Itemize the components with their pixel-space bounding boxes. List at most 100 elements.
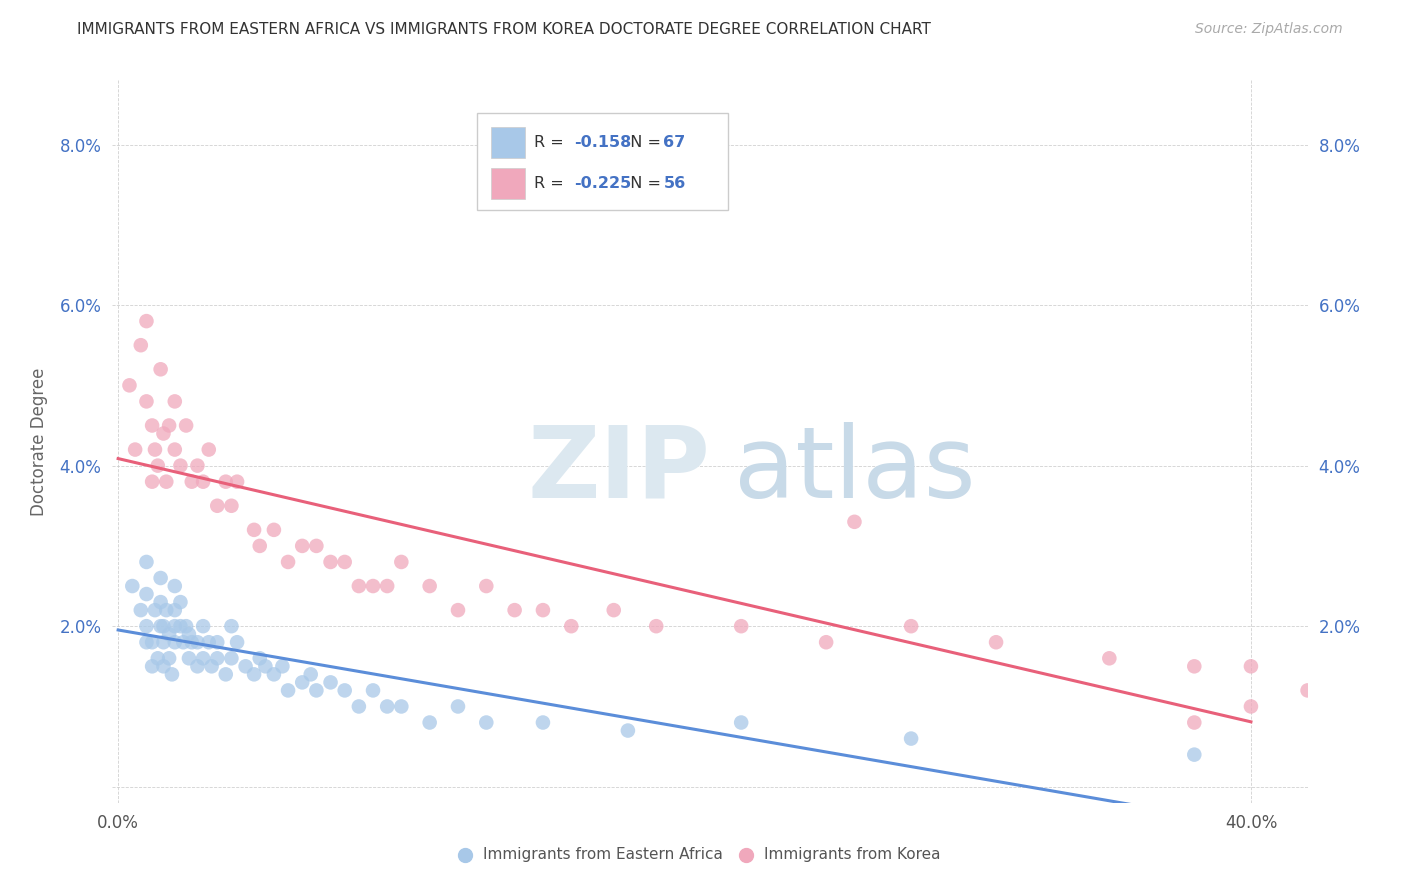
- Point: [1182, 659, 1205, 673]
- Point: [186, 659, 208, 673]
- Point: [226, 635, 249, 649]
- Point: [157, 651, 180, 665]
- Point: [215, 475, 238, 489]
- Point: [389, 555, 412, 569]
- Point: [361, 683, 384, 698]
- Point: [730, 715, 752, 730]
- Point: [475, 715, 498, 730]
- Point: [347, 579, 370, 593]
- Point: [1182, 715, 1205, 730]
- Point: [263, 523, 285, 537]
- Point: [1182, 747, 1205, 762]
- Point: [844, 515, 866, 529]
- Point: [389, 699, 412, 714]
- Point: [155, 603, 177, 617]
- Point: [305, 539, 328, 553]
- Point: [163, 442, 186, 457]
- Point: [191, 475, 214, 489]
- Point: [180, 635, 202, 649]
- Point: [531, 603, 554, 617]
- Point: [191, 651, 214, 665]
- Point: [157, 418, 180, 433]
- Point: [129, 603, 152, 617]
- Point: [361, 579, 384, 593]
- Point: [249, 539, 271, 553]
- Text: -0.225: -0.225: [574, 176, 631, 191]
- Point: [143, 603, 166, 617]
- Point: [447, 699, 470, 714]
- Point: [149, 571, 172, 585]
- Point: [174, 619, 197, 633]
- Point: [121, 579, 143, 593]
- Point: [419, 579, 441, 593]
- Point: [152, 426, 174, 441]
- Point: [221, 499, 243, 513]
- FancyBboxPatch shape: [477, 112, 728, 211]
- Point: [291, 675, 314, 690]
- Point: [984, 635, 1007, 649]
- Point: [135, 619, 157, 633]
- Point: [447, 603, 470, 617]
- Point: [730, 619, 752, 633]
- Point: [174, 418, 197, 433]
- Point: [815, 635, 838, 649]
- Point: [152, 619, 174, 633]
- Point: [118, 378, 141, 392]
- Point: [141, 635, 163, 649]
- Text: N =: N =: [620, 135, 666, 150]
- Point: [277, 683, 299, 698]
- Point: [169, 458, 191, 473]
- Point: [146, 651, 169, 665]
- Point: [197, 635, 219, 649]
- Point: [207, 635, 229, 649]
- Point: [163, 579, 186, 593]
- Point: [249, 651, 271, 665]
- Text: Source: ZipAtlas.com: Source: ZipAtlas.com: [1195, 22, 1343, 37]
- Point: [197, 442, 219, 457]
- Point: [560, 619, 582, 633]
- Point: [157, 627, 180, 641]
- Point: [177, 627, 200, 641]
- Point: [1098, 651, 1121, 665]
- Text: 67: 67: [664, 135, 686, 150]
- Point: [149, 619, 172, 633]
- Point: [243, 667, 266, 681]
- Point: [207, 651, 229, 665]
- Point: [531, 715, 554, 730]
- Point: [135, 587, 157, 601]
- Point: [603, 603, 626, 617]
- Text: R =: R =: [534, 135, 569, 150]
- Point: [221, 619, 243, 633]
- Point: [319, 675, 342, 690]
- Point: [155, 475, 177, 489]
- Point: [254, 659, 277, 673]
- Point: [169, 595, 191, 609]
- Point: [135, 555, 157, 569]
- Text: atlas: atlas: [734, 422, 976, 519]
- Point: [243, 523, 266, 537]
- Text: IMMIGRANTS FROM EASTERN AFRICA VS IMMIGRANTS FROM KOREA DOCTORATE DEGREE CORRELA: IMMIGRANTS FROM EASTERN AFRICA VS IMMIGR…: [77, 22, 931, 37]
- Point: [375, 579, 398, 593]
- Text: R =: R =: [534, 176, 569, 191]
- Point: [305, 683, 328, 698]
- Point: [135, 635, 157, 649]
- Point: [160, 667, 183, 681]
- Point: [347, 699, 370, 714]
- Point: [163, 603, 186, 617]
- Point: [299, 667, 322, 681]
- Point: [152, 635, 174, 649]
- Point: [172, 635, 194, 649]
- Point: [146, 458, 169, 473]
- Text: -0.158: -0.158: [574, 135, 631, 150]
- Point: [163, 619, 186, 633]
- Point: [645, 619, 668, 633]
- Point: [207, 499, 229, 513]
- Point: [191, 619, 214, 633]
- Point: [1240, 659, 1263, 673]
- Text: Immigrants from Eastern Africa: Immigrants from Eastern Africa: [484, 847, 723, 863]
- Point: [271, 659, 294, 673]
- Point: [143, 442, 166, 457]
- Point: [135, 394, 157, 409]
- Point: [1296, 683, 1319, 698]
- Point: [124, 442, 146, 457]
